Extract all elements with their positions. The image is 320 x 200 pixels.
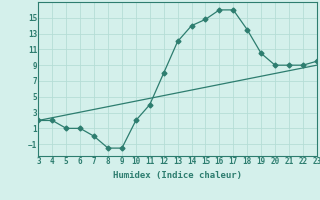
X-axis label: Humidex (Indice chaleur): Humidex (Indice chaleur) bbox=[113, 171, 242, 180]
